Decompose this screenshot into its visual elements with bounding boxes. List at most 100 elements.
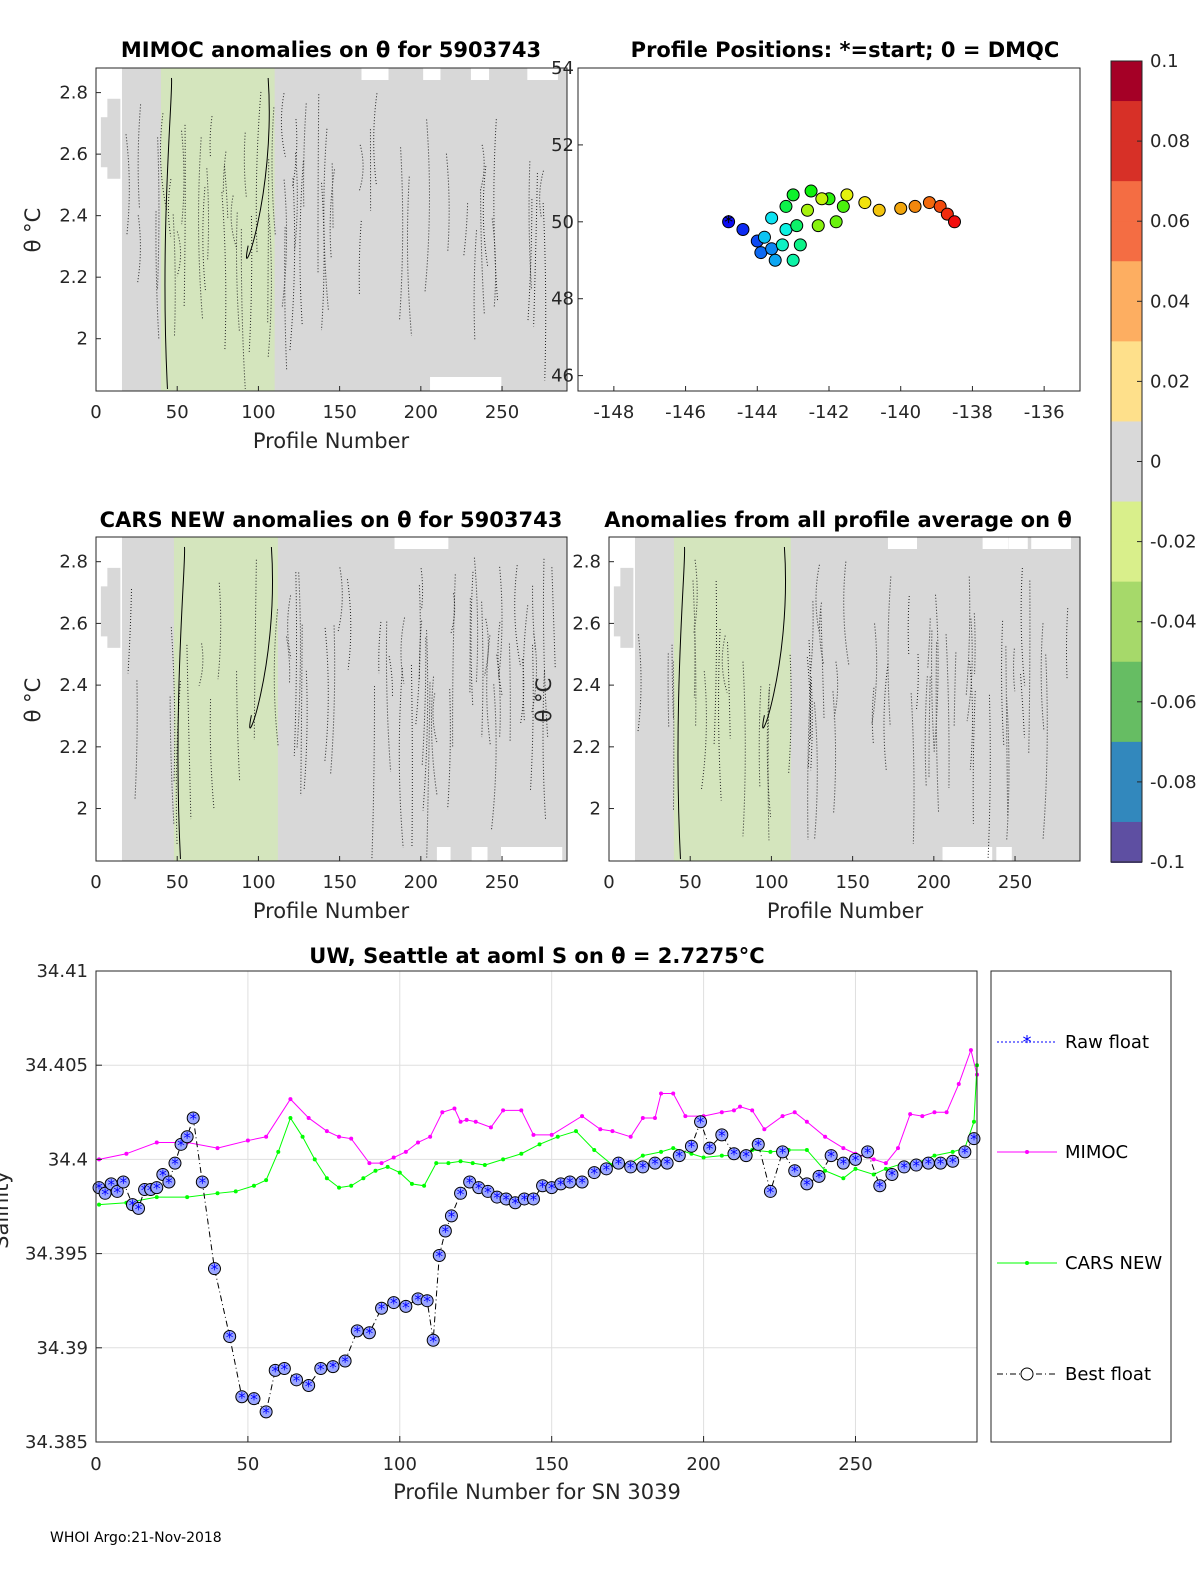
cars-point — [950, 1149, 955, 1154]
best-float-point — [946, 1154, 960, 1168]
mimoc-ylabel: θ °C — [21, 208, 45, 253]
mimoc-point — [464, 1117, 469, 1122]
y-tick-label: 2.8 — [59, 83, 88, 104]
raw-float-point: * — [423, 1293, 431, 1311]
raw-float-point: * — [281, 1361, 289, 1379]
dotted-contour — [198, 137, 204, 321]
profile-position-dot — [786, 188, 800, 202]
data-gap — [399, 537, 423, 549]
dotted-contour — [542, 670, 547, 821]
mimoc-point — [215, 1146, 220, 1151]
dotted-contour — [406, 176, 413, 336]
x-tick-label: 50 — [166, 402, 189, 423]
profile-position-dot — [908, 199, 922, 213]
salinity-panel: UW, Seattle at aoml S on θ = 2.7275°C Pr… — [0, 944, 981, 1504]
edge-column — [620, 567, 634, 648]
dotted-contour — [928, 676, 931, 778]
raw-float-point: * — [852, 1151, 860, 1169]
mimoc-point — [440, 1110, 445, 1115]
best-float-point — [432, 1248, 446, 1262]
x-tick-label: 200 — [686, 1454, 720, 1475]
colorbar-cell — [1111, 581, 1142, 623]
cars-point — [233, 1189, 238, 1194]
best-float-point — [454, 1186, 468, 1200]
y-tick-label: 2.4 — [59, 206, 88, 227]
dotted-contour — [198, 643, 204, 686]
x-tick-label: -138 — [952, 402, 993, 423]
colorbar-cell — [1111, 421, 1142, 463]
colorbar-cell — [1111, 781, 1142, 823]
colorbar-cell — [1111, 341, 1142, 383]
dotted-contour — [155, 211, 160, 341]
raw-float-point: * — [840, 1155, 848, 1173]
cars-point — [215, 1191, 220, 1196]
mimoc-point — [458, 1119, 463, 1124]
dotted-contour — [820, 608, 825, 719]
dotted-contour — [965, 576, 971, 697]
mimoc-point — [580, 1114, 585, 1119]
best-float-point — [259, 1405, 273, 1419]
dotted-contour — [1066, 608, 1069, 679]
dotted-contour — [300, 624, 303, 796]
mimoc-point — [452, 1106, 457, 1111]
dotted-contour — [447, 689, 451, 810]
cars-point — [373, 1168, 378, 1173]
colorbar-cell — [1111, 741, 1142, 783]
dotted-contour — [927, 618, 931, 668]
dotted-contour — [1042, 654, 1048, 839]
plot-frame — [95, 970, 978, 1443]
dotted-contour — [324, 627, 329, 761]
anomaly-band — [173, 537, 278, 861]
x-tick-label: 0 — [90, 872, 101, 893]
best-float-point — [873, 1179, 887, 1193]
raw-float-point: * — [442, 1223, 450, 1241]
x-tick-label: 200 — [917, 872, 951, 893]
raw-float-point: * — [189, 1110, 197, 1128]
dotted-contour — [450, 593, 456, 635]
raw-float-point: * — [502, 1191, 510, 1209]
raw-float-point: * — [888, 1166, 896, 1184]
data-gap — [428, 537, 443, 549]
raw-float-point: * — [912, 1157, 920, 1175]
dotted-contour — [248, 215, 253, 353]
dotted-contour — [700, 671, 707, 791]
dotted-contour — [267, 159, 270, 324]
cars-point — [932, 1153, 937, 1158]
profile-position-dot — [722, 215, 736, 229]
dotted-contour — [255, 91, 262, 253]
raw-float-point: * — [366, 1325, 374, 1343]
profile-position-dot — [768, 253, 782, 267]
colorbar-cell — [1111, 821, 1142, 863]
mimoc-point — [652, 1115, 657, 1120]
raw-float-point: * — [101, 1185, 109, 1203]
data-gap — [950, 847, 967, 861]
raw-float-point: * — [697, 1114, 705, 1132]
cars-point — [385, 1164, 390, 1169]
cars-point — [185, 1195, 190, 1200]
profile-position-dot — [840, 188, 854, 202]
data-gap — [471, 847, 488, 861]
legend-raw-label: Raw float — [1065, 1032, 1149, 1053]
dotted-contour — [299, 161, 304, 325]
raw-float-point: * — [262, 1404, 270, 1422]
raw-float-point: * — [475, 1180, 483, 1198]
raw-float-point: * — [970, 1131, 978, 1149]
dotted-contour — [422, 630, 429, 811]
x-tick-label: 200 — [404, 872, 438, 893]
y-tick-label: 2 — [77, 329, 88, 350]
colorbar-cell — [1111, 501, 1142, 543]
dotted-contour — [742, 661, 746, 837]
raw-float-point: * — [530, 1191, 538, 1209]
mimoc-point — [659, 1091, 664, 1096]
legend-raw-marker: * — [1023, 1032, 1032, 1053]
cars-point — [251, 1183, 256, 1188]
raw-float-point: * — [153, 1180, 161, 1198]
colorbar-cell — [1111, 541, 1142, 583]
dotted-contour — [1001, 620, 1005, 746]
raw-float-point: * — [414, 1291, 422, 1309]
y-tick-label: 50 — [551, 212, 574, 233]
dotted-contour — [183, 124, 186, 308]
colorbar-tick-label: 0.06 — [1150, 211, 1190, 232]
data-gap — [971, 847, 993, 861]
mimoc-point — [762, 1127, 767, 1132]
